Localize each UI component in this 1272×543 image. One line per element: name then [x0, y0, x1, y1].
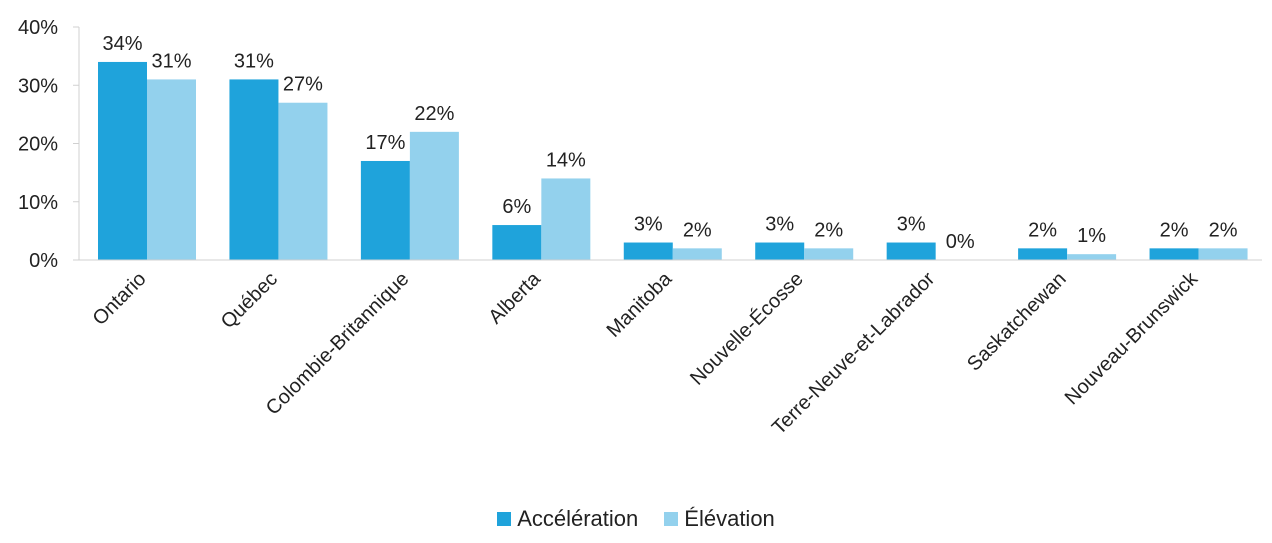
bar-elevation-colombie-britannique — [409, 131, 459, 260]
legend-swatch-acceleration — [497, 512, 512, 526]
x-tick-label-ontario: Ontario — [89, 268, 151, 330]
y-tick-label: 30% — [18, 75, 58, 97]
data-label-acceleration-quebec: 31% — [234, 50, 274, 72]
data-label-acceleration-nouvelle-ecosse: 3% — [765, 214, 794, 236]
data-label-acceleration-colombie-britannique: 17% — [365, 132, 405, 154]
legend-item-elevation: Élévation — [664, 506, 775, 532]
bar-acceleration-colombie-britannique — [360, 160, 410, 260]
data-label-acceleration-saskatchewan: 2% — [1028, 219, 1057, 241]
legend-swatch-elevation — [664, 512, 679, 526]
bar-acceleration-nouvelle-ecosse — [755, 242, 805, 260]
bar-elevation-manitoba — [672, 248, 722, 260]
bar-acceleration-manitoba — [623, 242, 673, 260]
bar-elevation-ontario — [147, 79, 196, 260]
data-label-acceleration-alberta: 6% — [502, 196, 531, 218]
data-label-acceleration-nouveau-brunswick: 2% — [1160, 219, 1189, 241]
data-label-acceleration-ontario: 34% — [102, 33, 142, 55]
y-tick-label: 0% — [29, 250, 58, 272]
x-tick-label-manitoba: Manitoba — [603, 267, 677, 341]
x-tick-label-saskatchewan: Saskatchewan — [963, 268, 1071, 376]
data-label-acceleration-terre-neuve-et-labrador: 3% — [897, 214, 926, 236]
bar-elevation-nouveau-brunswick — [1198, 248, 1248, 260]
data-label-elevation-alberta: 14% — [546, 149, 586, 171]
legend-item-acceleration: Accélération — [497, 506, 638, 532]
y-tick-label: 20% — [18, 134, 58, 156]
y-tick-label: 10% — [18, 192, 58, 214]
x-tick-label-quebec: Québec — [217, 268, 282, 333]
x-tick-label-colombie-britannique: Colombie-Britannique — [262, 268, 414, 420]
bars: 34% 31% 31% 27% 17% 22% 6% 14% 3% 2% 3% 2% 3% 0% 2% 1% 2… — [98, 33, 1248, 261]
data-label-acceleration-manitoba: 3% — [634, 214, 663, 236]
bar-elevation-alberta — [541, 178, 591, 260]
bar-acceleration-quebec — [229, 79, 279, 260]
bar-acceleration-nouveau-brunswick — [1149, 248, 1199, 260]
legend: Accélération Élévation — [0, 506, 1272, 532]
data-label-elevation-manitoba: 2% — [683, 219, 712, 241]
data-label-elevation-nouvelle-ecosse: 2% — [814, 219, 843, 241]
data-label-elevation-ontario: 31% — [151, 50, 191, 72]
x-tick-label-alberta: Alberta — [484, 267, 545, 328]
data-label-elevation-terre-neuve-et-labrador: 0% — [946, 231, 975, 253]
bar-acceleration-ontario — [98, 61, 147, 261]
bar-elevation-quebec — [278, 102, 328, 260]
data-label-elevation-nouveau-brunswick: 2% — [1209, 219, 1238, 241]
bar-acceleration-terre-neuve-et-labrador — [886, 242, 936, 260]
bar-elevation-nouvelle-ecosse — [804, 248, 854, 260]
bar-acceleration-alberta — [492, 225, 542, 260]
data-label-elevation-colombie-britannique: 22% — [414, 103, 454, 125]
bar-acceleration-saskatchewan — [1018, 248, 1068, 260]
bar-elevation-saskatchewan — [1067, 254, 1117, 260]
y-tick-label: 40% — [18, 17, 58, 39]
x-tick-label-nouvelle-ecosse: Nouvelle-Écosse — [685, 267, 807, 389]
data-label-elevation-quebec: 27% — [283, 74, 323, 96]
legend-label-elevation: Élévation — [684, 506, 775, 531]
bar-chart: 0% 10% 20% 30% 40% 34% 31% 31% 27% 17% 22% 6% 14% 3%… — [18, 17, 1262, 439]
legend-label-acceleration: Accélération — [517, 506, 639, 531]
data-label-elevation-saskatchewan: 1% — [1077, 225, 1106, 247]
y-axis: 0% 10% 20% 30% 40% — [18, 17, 80, 272]
x-tick-label-nouveau-brunswick: Nouveau-Brunswick — [1061, 267, 1203, 409]
